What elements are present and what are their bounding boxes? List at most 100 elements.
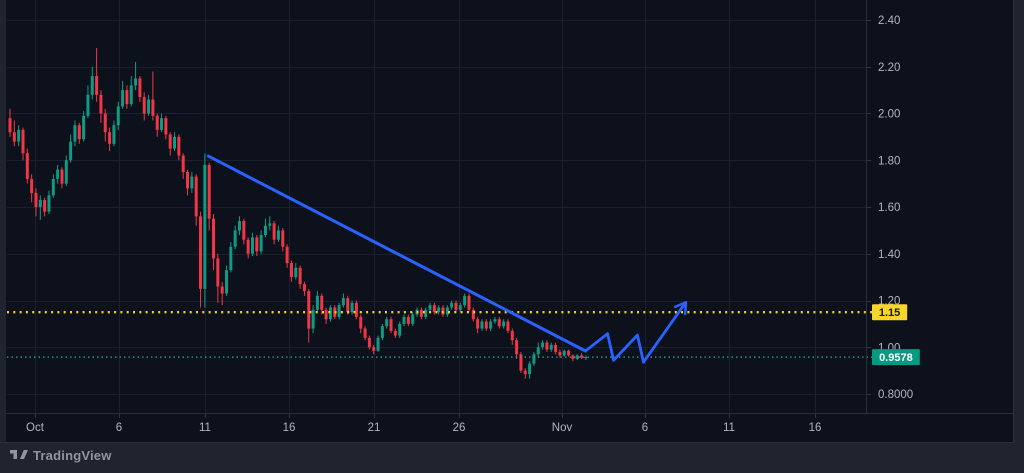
candle-down (506, 321, 510, 331)
candle-down (545, 342, 549, 350)
candle-up (549, 344, 553, 350)
time-axis-label: 16 (283, 422, 296, 434)
candle-down (194, 176, 198, 217)
candle-up (134, 78, 138, 86)
time-axis-label: 11 (723, 422, 735, 434)
candle-up (315, 295, 319, 310)
candle-down (77, 125, 81, 140)
candle-up (51, 178, 55, 196)
price-scale[interactable] (867, 0, 1013, 413)
candle-down (406, 316, 410, 324)
candle-down (30, 178, 34, 193)
candle-down (354, 302, 358, 317)
candle-down (324, 309, 328, 320)
time-axis-label: 11 (199, 422, 211, 434)
candle-up (112, 125, 116, 144)
price-label-box (872, 349, 920, 366)
candle-up (69, 141, 73, 161)
zigzag-arrow-drawing[interactable] (584, 300, 688, 364)
candle-down (108, 132, 112, 144)
candle-down (177, 136, 181, 156)
candle-up (259, 235, 263, 252)
candle-up (250, 237, 254, 254)
candle-down (307, 291, 311, 329)
candle-down (60, 169, 64, 184)
candle-up (121, 90, 125, 107)
candle-up (458, 305, 462, 310)
candle-down (155, 115, 159, 130)
alert-price-label: 1.15 (872, 304, 908, 321)
candle-up (398, 323, 402, 336)
candle-up (38, 199, 42, 207)
candle-down (346, 298, 350, 313)
price-axis-label: 1.80 (878, 155, 900, 167)
candle-down (43, 199, 47, 212)
candle-down (34, 192, 38, 207)
price-label-text: 1.15 (879, 307, 900, 319)
candle-up (541, 342, 545, 348)
tradingview-logo-text: TradingView (33, 447, 112, 463)
candle-down (142, 97, 146, 114)
candle-up (263, 225, 267, 236)
candle-down (359, 316, 363, 329)
candle-down (432, 305, 436, 313)
candle-down (181, 155, 185, 172)
candle-up (56, 169, 60, 179)
candle-down (467, 295, 471, 310)
candle-up (502, 321, 506, 327)
grid-layer (7, 0, 871, 418)
price-axis-label: 1.40 (878, 249, 900, 261)
candle-up (350, 302, 354, 313)
candle-down (393, 330, 397, 336)
candle-up (424, 309, 428, 317)
candle-up (480, 321, 484, 329)
candle-up (73, 125, 77, 142)
candle-up (64, 160, 68, 184)
candle-down (246, 239, 250, 254)
chart-area[interactable]: 2.402.202.001.801.601.401.201.000.8000Oc… (0, 0, 1014, 443)
candle-down (476, 319, 480, 329)
candle-down (484, 321, 488, 329)
candle-down (298, 267, 302, 285)
candle-down (372, 347, 376, 351)
candle-down (164, 118, 168, 135)
candle-up (428, 305, 432, 310)
candle-down (95, 76, 99, 95)
price-label-box (872, 304, 908, 321)
candle-down (151, 99, 155, 116)
candle-down (99, 94, 103, 114)
time-axis-label: Nov (552, 422, 573, 434)
widget-left-edge (0, 0, 6, 442)
candle-down (419, 309, 423, 317)
price-label-text: 0.9578 (879, 352, 913, 364)
time-axis-label: 6 (116, 422, 122, 434)
candle-down (523, 370, 527, 375)
candle-down (389, 319, 393, 331)
axis-borders (0, 0, 1013, 414)
candle-down (168, 134, 172, 149)
candle-down (103, 113, 107, 133)
candle-down (220, 286, 224, 294)
candle-up (328, 307, 332, 320)
axis-labels: 2.402.202.001.801.601.401.201.000.8000Oc… (26, 15, 913, 434)
candle-down (125, 90, 129, 105)
candle-down (12, 132, 16, 142)
candle-down (363, 328, 367, 338)
trendline-drawing[interactable] (206, 154, 587, 353)
candle-up (294, 267, 298, 278)
candle-down (272, 223, 276, 240)
candle-down (289, 263, 293, 278)
candle-up (190, 176, 194, 189)
price-chart-canvas[interactable]: 2.402.202.001.801.601.401.201.000.8000Oc… (0, 0, 1013, 442)
candle-down (519, 354, 523, 371)
candle-down (580, 355, 584, 358)
tradingview-logo[interactable]: TradingView (10, 447, 112, 463)
candle-up (17, 129, 21, 142)
candle-down (281, 230, 285, 247)
time-scale[interactable] (0, 414, 1013, 442)
candle-down (320, 295, 324, 310)
candle-down (454, 302, 458, 310)
candle-down (8, 118, 12, 133)
candle-up (233, 230, 237, 247)
candle-down (497, 319, 501, 327)
